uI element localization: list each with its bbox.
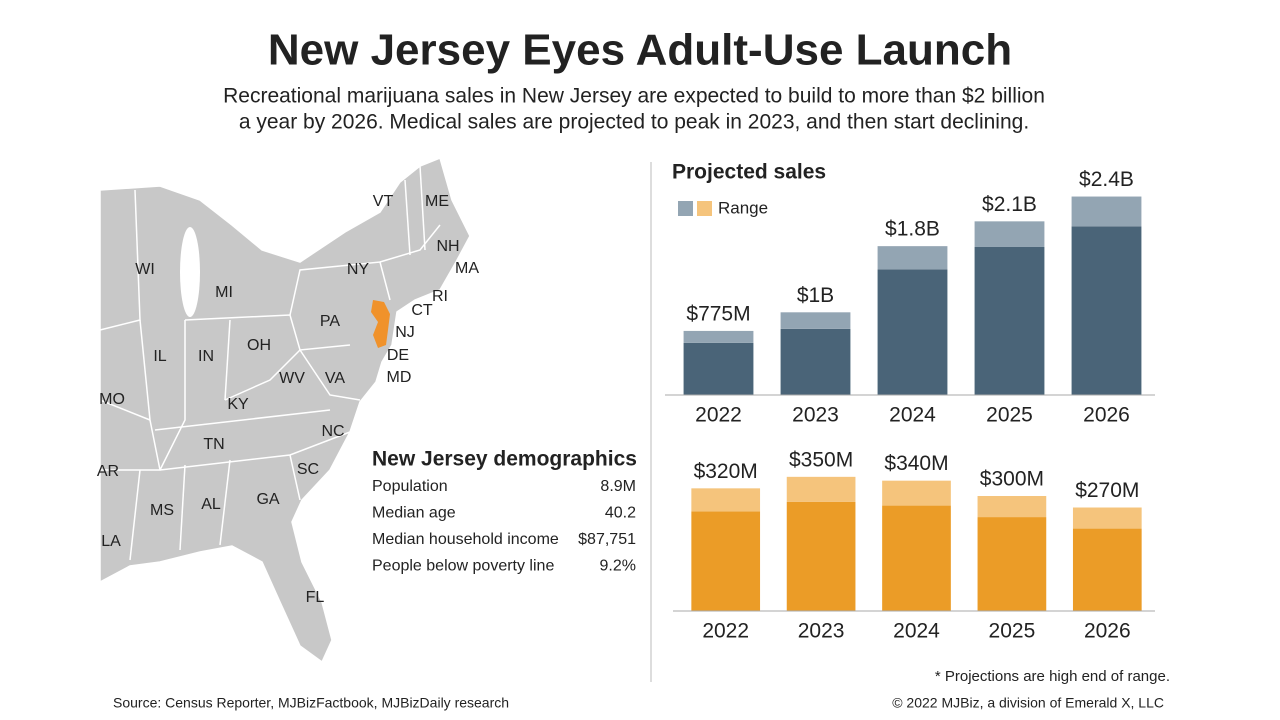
value-label: $320M xyxy=(694,460,758,483)
state-label: GA xyxy=(256,491,279,508)
state-borders xyxy=(99,165,441,561)
state-label: VT xyxy=(373,193,394,210)
legend-swatch xyxy=(697,201,712,216)
state-label: OH xyxy=(247,337,271,354)
state-label: LA xyxy=(101,533,121,550)
bar-range xyxy=(1071,196,1142,227)
bar-low xyxy=(691,511,761,611)
x-tick-label: 2022 xyxy=(702,620,749,643)
bar-low xyxy=(882,505,951,611)
subtitle: a year by 2026. Medical sales are projec… xyxy=(239,111,1029,134)
demographic-value: 8.9M xyxy=(600,478,636,495)
title: New Jersey Eyes Adult-Use Launch xyxy=(268,26,1012,75)
demographics-panel xyxy=(366,443,642,583)
state-label: SC xyxy=(297,461,319,478)
demographic-label: People below poverty line xyxy=(372,558,554,575)
legend-swatch xyxy=(678,201,693,216)
bar-low xyxy=(877,269,948,395)
demographic-value: 9.2% xyxy=(600,558,636,575)
state-label: NH xyxy=(436,238,459,255)
demographics-title: New Jersey demographics xyxy=(372,448,637,471)
bar-range xyxy=(882,480,951,506)
state-label: MA xyxy=(455,260,479,277)
bar-low xyxy=(786,501,856,611)
x-tick-label: 2024 xyxy=(893,620,940,643)
legend-label: Range xyxy=(718,198,768,217)
x-tick-label: 2023 xyxy=(798,620,845,643)
value-label: $340M xyxy=(884,452,948,475)
state-label: PA xyxy=(320,313,340,330)
state-label: TN xyxy=(203,436,224,453)
bar-low xyxy=(780,328,851,395)
demographic-value: 40.2 xyxy=(605,505,636,522)
value-label: $1B xyxy=(797,284,834,307)
state-label: MD xyxy=(387,369,412,386)
state-label: IL xyxy=(153,348,166,365)
x-tick-label: 2026 xyxy=(1084,620,1131,643)
bar-low xyxy=(977,517,1047,611)
state-label: AR xyxy=(97,463,119,480)
state-label: NC xyxy=(321,423,344,440)
state-label: VA xyxy=(325,370,345,387)
x-tick-label: 2024 xyxy=(889,404,936,427)
value-label: $2.4B xyxy=(1079,168,1134,191)
value-label: $775M xyxy=(686,302,750,325)
bar-range xyxy=(786,476,856,502)
demographic-label: Median household income xyxy=(372,531,559,548)
state-label: MS xyxy=(150,502,174,519)
bar-range xyxy=(780,312,851,329)
state-label: CT xyxy=(411,302,433,319)
bar-range xyxy=(974,221,1045,247)
state-label: WI xyxy=(135,261,155,278)
highlight-state xyxy=(371,300,390,348)
state-label: MO xyxy=(99,391,125,408)
value-label: $1.8B xyxy=(885,218,940,241)
bar-range xyxy=(1072,507,1142,529)
x-tick-label: 2026 xyxy=(1083,404,1130,427)
state-label: WV xyxy=(279,370,305,387)
demographic-value: $87,751 xyxy=(578,531,636,548)
x-tick-label: 2025 xyxy=(986,404,1033,427)
value-label: $2.1B xyxy=(982,193,1037,216)
map-land xyxy=(99,156,471,664)
bar-low xyxy=(1072,528,1142,611)
state-label: MI xyxy=(215,284,233,301)
state-label: IN xyxy=(198,348,214,365)
value-label: $350M xyxy=(789,448,853,471)
state-label: RI xyxy=(432,288,448,305)
bar-range xyxy=(977,496,1047,518)
bar-low xyxy=(1071,226,1142,395)
demographic-label: Population xyxy=(372,478,448,495)
value-label: $270M xyxy=(1075,479,1139,502)
x-tick-label: 2023 xyxy=(792,404,839,427)
state-label: NJ xyxy=(395,324,415,341)
source: Source: Census Reporter, MJBizFactbook, … xyxy=(113,695,509,711)
map: VT ME NH MA WI MI NY RI CT PA NJ DE MD I… xyxy=(97,156,479,664)
state-label: FL xyxy=(306,589,325,606)
state-label: ME xyxy=(425,193,449,210)
state-label: AL xyxy=(201,496,221,513)
bar-low xyxy=(683,342,754,395)
subtitle: Recreational marijuana sales in New Jers… xyxy=(223,85,1045,108)
x-tick-label: 2022 xyxy=(695,404,742,427)
value-label: $300M xyxy=(980,468,1044,491)
lake xyxy=(180,227,200,317)
demographic-label: Median age xyxy=(372,505,456,522)
copyright: © 2022 MJBiz, a division of Emerald X, L… xyxy=(892,695,1164,711)
bar-range xyxy=(877,246,948,270)
chart-title: Projected sales xyxy=(672,161,826,184)
state-label: DE xyxy=(387,347,409,364)
bar-range xyxy=(691,488,761,512)
bar-low xyxy=(974,246,1045,395)
state-label: NY xyxy=(347,261,370,278)
x-tick-label: 2025 xyxy=(989,620,1036,643)
bar-range xyxy=(683,330,754,343)
note: * Projections are high end of range. xyxy=(935,668,1170,685)
state-label: KY xyxy=(227,396,249,413)
